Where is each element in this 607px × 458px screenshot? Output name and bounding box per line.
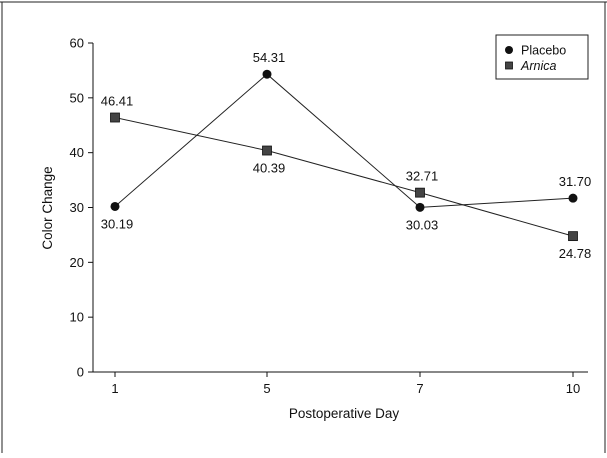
x-axis-title: Postoperative Day <box>289 406 400 421</box>
placebo-point-7 <box>415 202 425 212</box>
arnica-point-10 <box>568 231 578 242</box>
arnica-data-label-5: 40.39 <box>253 161 286 176</box>
arnica-data-label-10: 24.78 <box>559 246 592 261</box>
legend-placebo-marker <box>505 46 513 54</box>
x-tick-label-1: 1 <box>111 381 118 396</box>
series-markers <box>110 69 578 242</box>
y-tick-label-10: 10 <box>70 310 84 325</box>
arnica-data-label-7: 32.71 <box>406 169 439 184</box>
legend-arnica-marker <box>505 61 513 70</box>
data-labels: 30.19 54.31 30.03 31.70 46.41 40.39 32.71 24.78 <box>101 50 592 261</box>
placebo-data-label-5: 54.31 <box>253 50 286 65</box>
arnica-data-label-1: 46.41 <box>101 94 134 109</box>
arnica-point-7 <box>415 187 425 198</box>
y-tick-label-60: 60 <box>70 36 84 51</box>
y-tick-label-30: 30 <box>70 200 84 215</box>
y-tick-label-40: 40 <box>70 145 84 160</box>
y-tick-label-50: 50 <box>70 90 84 105</box>
x-tick-label-5: 5 <box>263 381 270 396</box>
series-lines <box>114 73 574 237</box>
y-axis-title: Color Change <box>40 166 55 249</box>
y-tick-label-20: 20 <box>70 255 84 270</box>
x-tick-label-7: 7 <box>416 381 423 396</box>
x-tick-label-10: 10 <box>566 381 580 396</box>
arnica-point-5 <box>262 145 272 156</box>
placebo-data-label-10: 31.70 <box>559 174 592 189</box>
legend-placebo-label: Placebo <box>521 44 566 58</box>
y-tick-label-0: 0 <box>77 365 84 380</box>
arnica-point-1 <box>110 112 120 123</box>
legend-box <box>495 34 589 80</box>
legend-arnica-label: Arnica <box>520 59 556 73</box>
arnica-line <box>114 117 574 237</box>
placebo-point-1 <box>110 201 120 211</box>
legend: Placebo Arnica <box>495 34 589 80</box>
placebo-data-label-1: 30.19 <box>101 216 134 231</box>
placebo-point-5 <box>262 69 272 79</box>
placebo-point-10 <box>568 193 578 203</box>
placebo-line <box>114 73 574 208</box>
axes: 0 10 20 30 40 50 60 1 5 7 10 <box>70 36 588 396</box>
placebo-data-label-7: 30.03 <box>406 217 439 232</box>
